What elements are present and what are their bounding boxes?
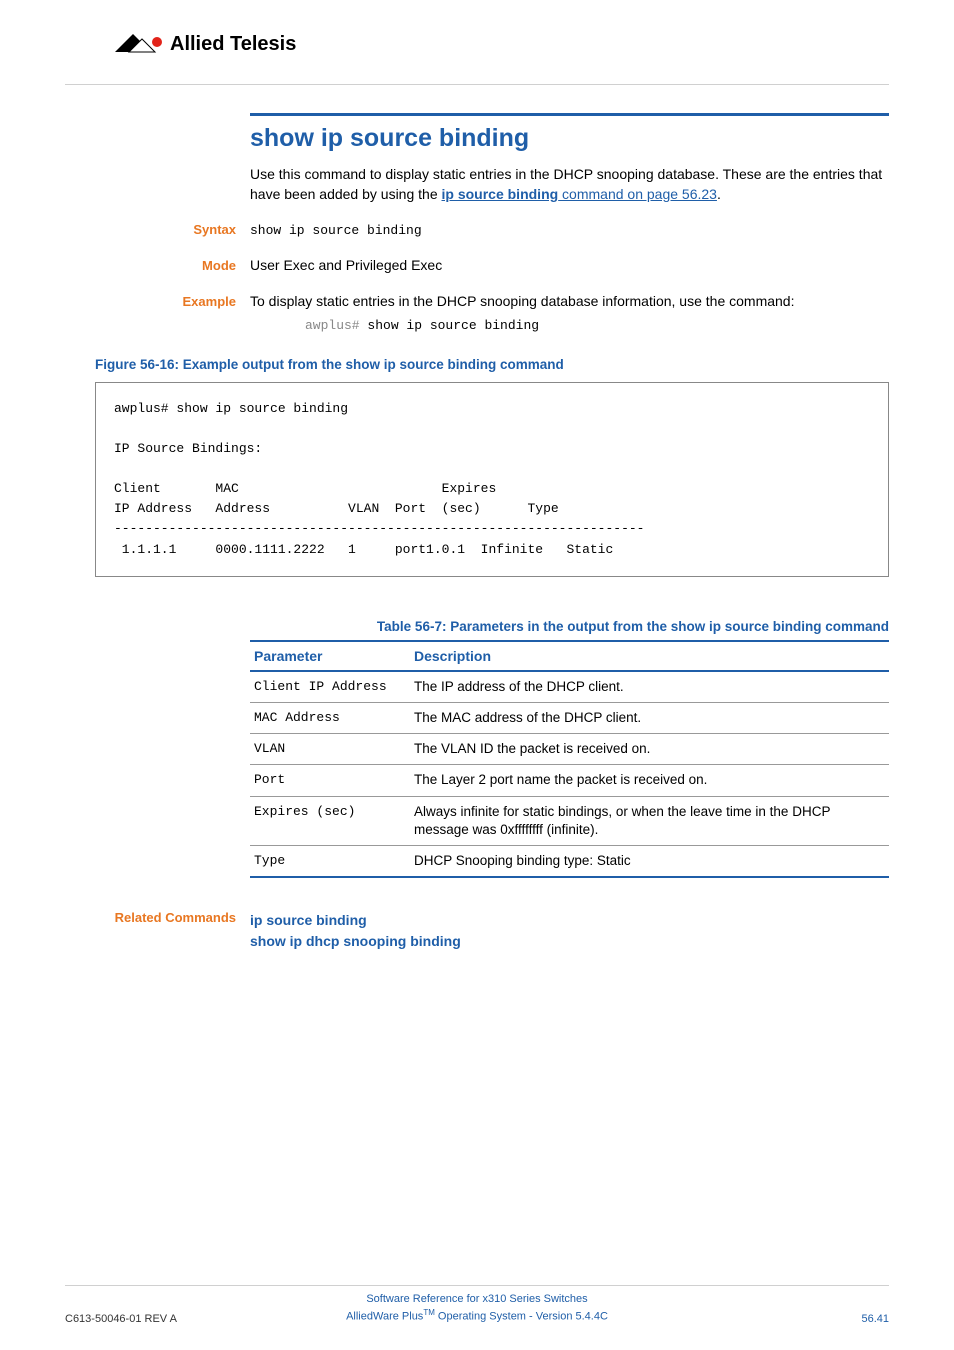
table-cell-parameter: Expires (sec) <box>250 796 410 845</box>
table-caption: Table 56-7: Parameters in the output fro… <box>250 619 889 634</box>
page-footer: C613-50046-01 REV A Software Reference f… <box>65 1285 889 1325</box>
table-cell-parameter: Type <box>250 846 410 878</box>
table-row: Client IP AddressThe IP address of the D… <box>250 671 889 703</box>
table-row: PortThe Layer 2 port name the packet is … <box>250 765 889 796</box>
title-accent-bar <box>250 113 889 116</box>
table-cell-parameter: MAC Address <box>250 702 410 733</box>
table-row: MAC AddressThe MAC address of the DHCP c… <box>250 702 889 733</box>
example-value: To display static entries in the DHCP sn… <box>250 292 889 312</box>
cli-command: show ip source binding <box>367 318 539 333</box>
table-cell-parameter: Client IP Address <box>250 671 410 703</box>
table-cell-parameter: VLAN <box>250 734 410 765</box>
parameters-table: Parameter Description Client IP AddressT… <box>250 640 889 879</box>
table-cell-description: The IP address of the DHCP client. <box>410 671 889 703</box>
footer-page-number: 56.41 <box>739 1313 889 1325</box>
syntax-label: Syntax <box>65 222 250 237</box>
ip-source-binding-link[interactable]: ip source binding <box>442 186 559 202</box>
ip-source-binding-page-link[interactable]: command on page 56.23 <box>558 186 717 202</box>
related-command-link[interactable]: show ip dhcp snooping binding <box>250 931 461 951</box>
table-cell-description: Always infinite for static bindings, or … <box>410 796 889 845</box>
table-cell-description: The Layer 2 port name the packet is rece… <box>410 765 889 796</box>
example-command: awplus# show ip source binding <box>305 318 889 333</box>
footer-product-line: Software Reference for x310 Series Switc… <box>366 1293 587 1305</box>
table-row: VLANThe VLAN ID the packet is received o… <box>250 734 889 765</box>
intro-trail: . <box>717 186 721 202</box>
table-cell-description: The MAC address of the DHCP client. <box>410 702 889 733</box>
table-header-parameter: Parameter <box>250 641 410 671</box>
page-title: show ip source binding <box>250 124 889 153</box>
footer-os-pre: AlliedWare Plus <box>346 1311 423 1323</box>
table-cell-description: DHCP Snooping binding type: Static <box>410 846 889 878</box>
footer-tm: TM <box>423 1308 435 1317</box>
mode-value: User Exec and Privileged Exec <box>250 256 889 276</box>
figure-caption: Figure 56-16: Example output from the sh… <box>95 357 889 372</box>
table-row: TypeDHCP Snooping binding type: Static <box>250 846 889 878</box>
top-divider <box>65 84 889 85</box>
brand-logo: Allied Telesis <box>115 30 889 56</box>
related-command-link[interactable]: ip source binding <box>250 910 461 930</box>
table-row: Expires (sec)Always infinite for static … <box>250 796 889 845</box>
mode-label: Mode <box>65 258 250 273</box>
table-cell-parameter: Port <box>250 765 410 796</box>
syntax-value: show ip source binding <box>250 222 889 240</box>
footer-docid: C613-50046-01 REV A <box>65 1313 215 1325</box>
cli-prompt: awplus# <box>305 318 360 333</box>
related-commands-label: Related Commands <box>65 910 250 951</box>
brand-name: Allied Telesis <box>170 33 296 55</box>
footer-os-post: Operating System - Version 5.4.4C <box>435 1311 608 1323</box>
example-label: Example <box>65 294 250 309</box>
table-header-description: Description <box>410 641 889 671</box>
output-box: awplus# show ip source binding IP Source… <box>95 382 889 577</box>
intro-paragraph: Use this command to display static entri… <box>250 165 889 204</box>
table-cell-description: The VLAN ID the packet is received on. <box>410 734 889 765</box>
